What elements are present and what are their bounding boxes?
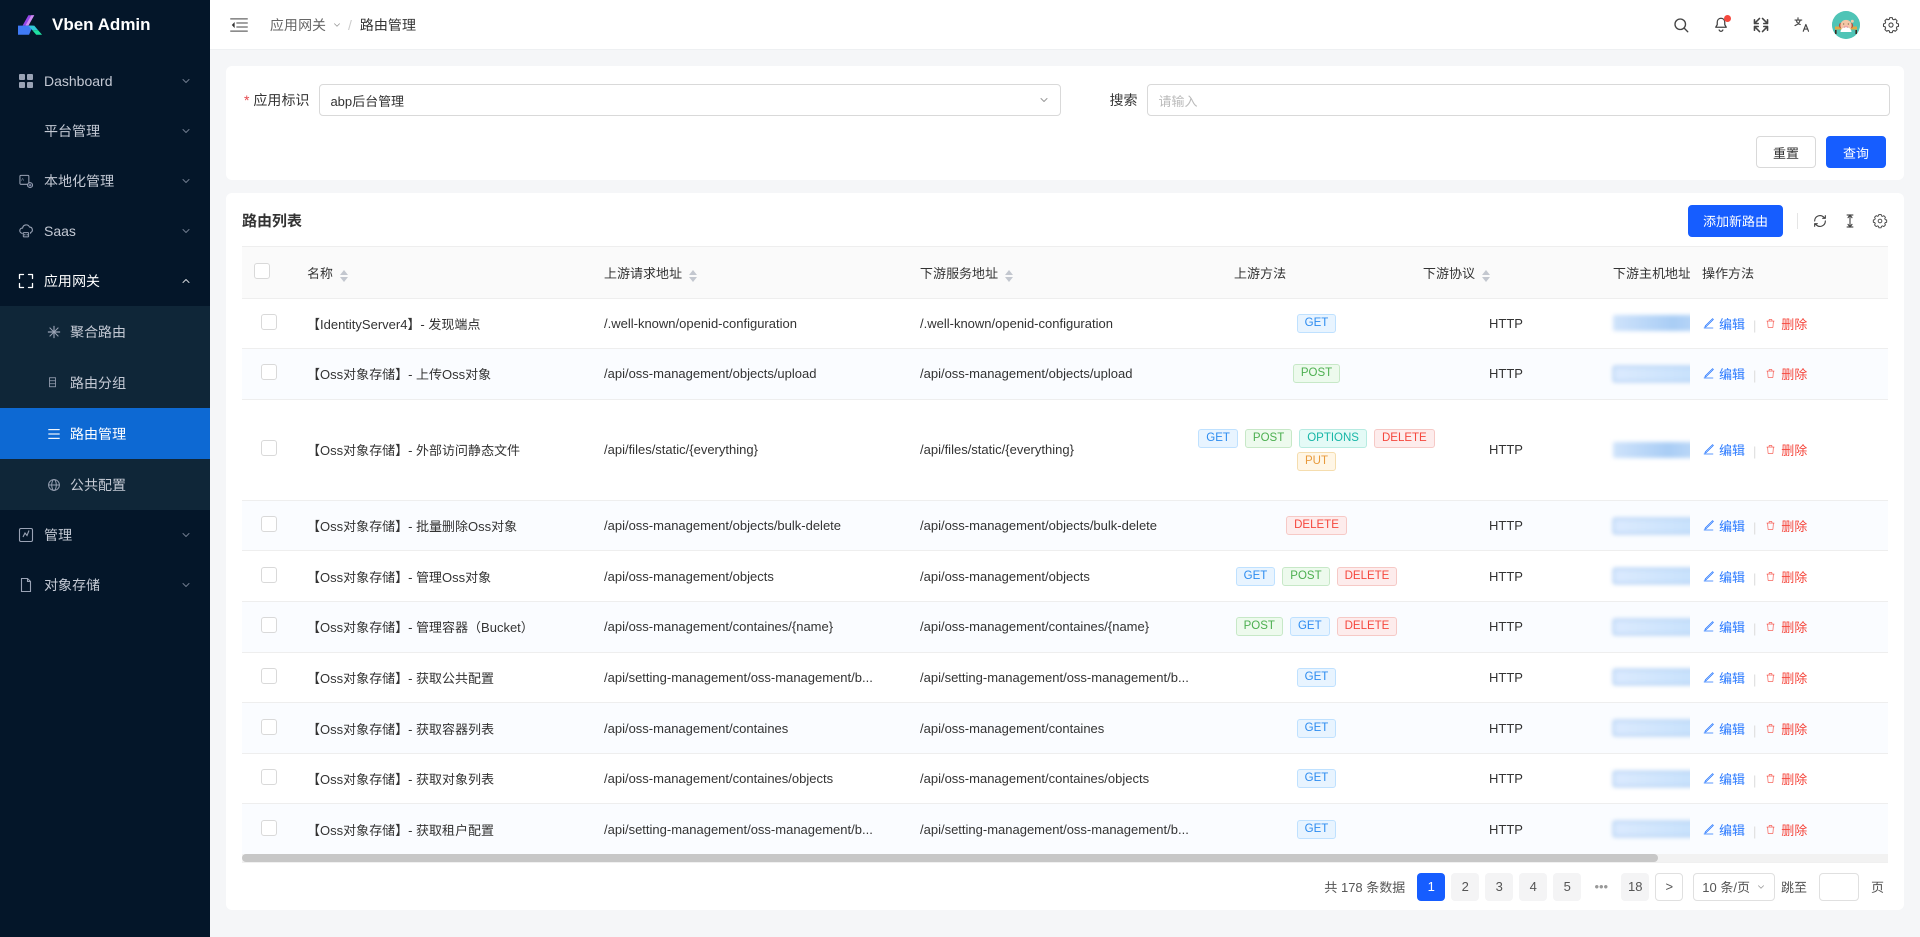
svg-text:A: A	[21, 177, 24, 182]
